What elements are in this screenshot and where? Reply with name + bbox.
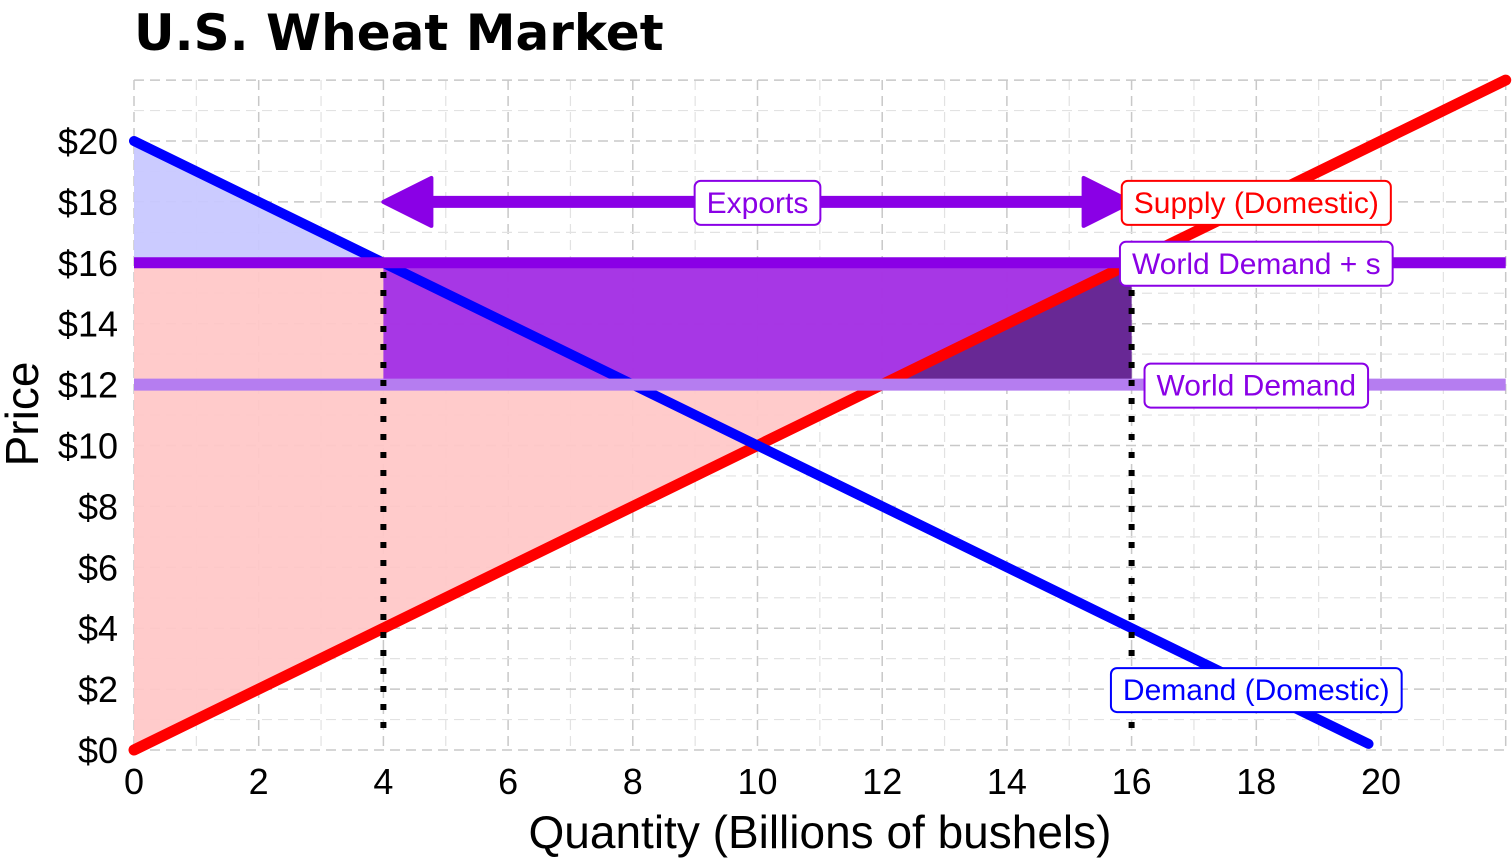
- x-tick-label: 14: [987, 761, 1027, 802]
- y-tick-label: $12: [58, 365, 118, 406]
- x-tick-label: 0: [124, 761, 144, 802]
- x-tick-label: 12: [862, 761, 902, 802]
- y-tick-label: $4: [78, 608, 118, 649]
- y-tick-label: $8: [78, 486, 118, 527]
- x-axis-title: Quantity (Billions of bushels): [529, 806, 1112, 858]
- y-tick-label: $10: [58, 426, 118, 467]
- y-tick-label: $2: [78, 669, 118, 710]
- exports-label: Exports: [695, 181, 821, 225]
- x-tick-label: 16: [1112, 761, 1152, 802]
- x-tick-label: 18: [1236, 761, 1276, 802]
- annotation-label-0-text: Supply (Domestic): [1134, 187, 1379, 220]
- y-tick-label: $18: [58, 182, 118, 223]
- x-axis-ticks: 0 2 4 6 8 10 12 14 16 18 20: [124, 761, 1401, 802]
- exports-label-text: Exports: [707, 187, 809, 220]
- x-tick-label: 2: [249, 761, 269, 802]
- x-tick-label: 8: [623, 761, 643, 802]
- x-tick-label: 20: [1361, 761, 1401, 802]
- y-axis-ticks: $0 $2 $4 $6 $8 $10 $12 $14 $16 $18 $20: [58, 121, 118, 771]
- x-tick-label: 10: [737, 761, 777, 802]
- exports-arrow-head-left: [383, 178, 431, 226]
- annotation-label-3: Demand (Domestic): [1111, 668, 1402, 712]
- x-tick-label: 6: [498, 761, 518, 802]
- chart-title: U.S. Wheat Market: [134, 4, 664, 62]
- annotation-label-0: Supply (Domestic): [1122, 181, 1391, 225]
- y-tick-label: $16: [58, 243, 118, 284]
- y-tick-label: $14: [58, 304, 118, 345]
- annotation-label-2: World Demand: [1145, 364, 1369, 408]
- annotation-label-1: World Demand + s: [1120, 242, 1393, 286]
- y-tick-label: $20: [58, 121, 118, 162]
- y-axis-title: Price: [0, 362, 48, 467]
- y-tick-label: $6: [78, 547, 118, 588]
- y-tick-label: $0: [78, 730, 118, 771]
- annotation-label-3-text: Demand (Domestic): [1123, 674, 1390, 707]
- annotation-label-1-text: World Demand + s: [1132, 248, 1381, 281]
- annotation-label-2-text: World Demand: [1157, 370, 1357, 403]
- x-tick-label: 4: [373, 761, 393, 802]
